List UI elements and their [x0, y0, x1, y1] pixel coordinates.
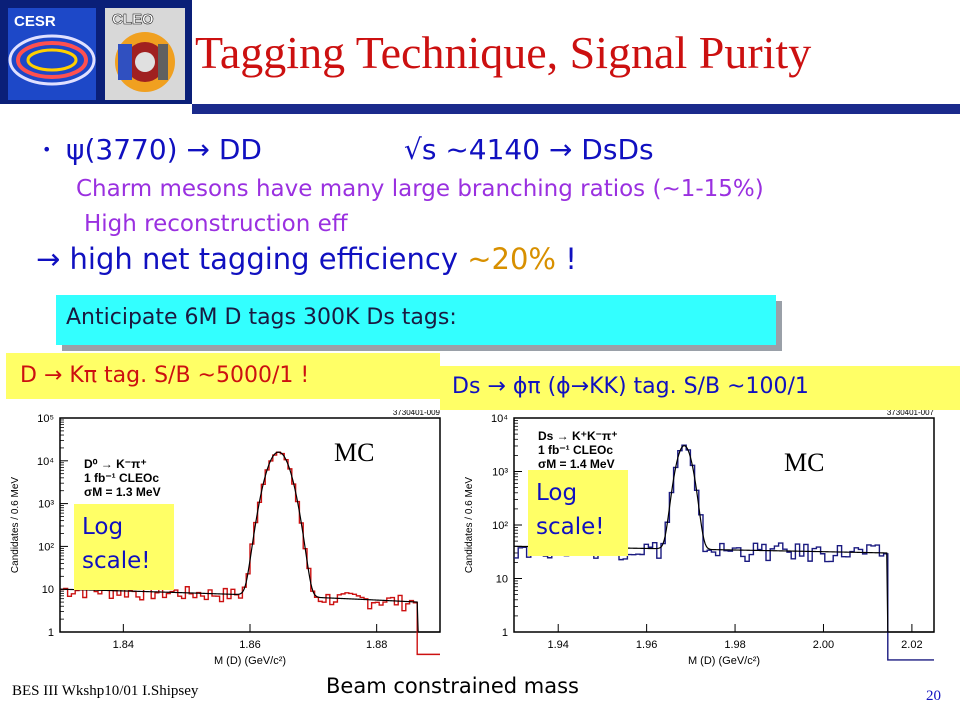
logo-cleo-text: CLEO [112, 11, 154, 28]
y-axis-label: Candidates / 0.6 MeV [464, 477, 475, 573]
legend-line: Ds → K⁺K⁻π⁺ [538, 429, 618, 443]
psi-line: ψ(3770) → DD [66, 133, 262, 166]
page-number: 20 [926, 688, 941, 704]
bullet-dot: • [42, 140, 52, 159]
legend-line: 1 fb⁻¹ CLEOc [84, 471, 159, 485]
x-tick-label: 1.86 [239, 639, 260, 651]
plot-id: 3730401-009 [393, 410, 441, 417]
tag-box-right: Ds → ϕπ (ϕ→KK) tag. S/B ~100/1 [440, 366, 960, 410]
cesr-cleo-logo: CESR CLEO [0, 0, 192, 104]
y-tick-label: 10³ [38, 499, 54, 511]
anticipate-box: Anticipate 6M D tags 300K Ds tags: [56, 295, 776, 345]
plot-id: 3730401-007 [887, 410, 935, 417]
log-scale-box-left: Log scale! [74, 504, 174, 590]
charm-line: Charm mesons have many large branching r… [76, 176, 764, 202]
y-tick-label: 10⁴ [491, 413, 508, 425]
mc-label-left: MC [334, 438, 375, 467]
net-eff-suffix: ! [565, 242, 577, 276]
net-eff-prefix: → high net tagging efficiency [36, 242, 459, 276]
y-tick-label: 10³ [492, 467, 508, 479]
y-tick-label: 10² [492, 520, 508, 532]
x-tick-label: 1.96 [636, 639, 657, 651]
left-chart: 1 10 10² 10³ 10⁴ 10⁵ 1.84 1.86 1.88 M (D) (GeV/c²… [10, 408, 441, 667]
x-tick-label: 1.94 [547, 639, 568, 651]
footer-left: BES III Wkshp10/01 I.Shipsey [12, 683, 199, 699]
log-scale-box-right: Log scale! [528, 470, 628, 556]
left-plot-panel: 1 10 10² 10³ 10⁴ 10⁵ 1.84 1.86 1.88 M (D) (GeV/c²… [6, 408, 450, 670]
logo-cesr-text: CESR [14, 13, 56, 30]
sqrt-s-line: √s ~4140 → DsDs [404, 133, 654, 166]
mc-label-right: MC [784, 448, 825, 477]
x-tick-label: 1.84 [113, 639, 134, 651]
x-tick-label: 1.88 [366, 639, 387, 651]
legend-line: σM = 1.3 MeV [84, 485, 161, 499]
y-tick-label: 10 [42, 584, 54, 596]
logo-graphic-icon: CESR CLEO [8, 8, 185, 100]
fit-curve [59, 451, 440, 633]
y-tick-label: 1 [48, 627, 54, 639]
y-tick-label: 10⁴ [37, 456, 54, 468]
x-tick-label: 1.98 [724, 639, 745, 651]
legend-line: D⁰ → K⁻π⁺ [84, 457, 147, 471]
y-axis-label: Candidates / 0.6 MeV [10, 477, 21, 573]
x-tick-label: 2.02 [901, 639, 922, 651]
x-axis-label: M (D) (GeV/c²) [688, 655, 760, 667]
net-eff-value: ~20% [467, 242, 556, 276]
y-tick-label: 1 [502, 627, 508, 639]
x-tick-label: 2.00 [813, 639, 834, 651]
x-axis-label: M (D) (GeV/c²) [214, 655, 286, 667]
y-tick-label: 10⁵ [37, 413, 54, 425]
y-tick-label: 10² [38, 541, 54, 553]
legend-line: 1 fb⁻¹ CLEOc [538, 443, 613, 457]
tag-box-left: D → Kπ tag. S/B ~5000/1 ! [6, 353, 440, 399]
page-title: Tagging Technique, Signal Purity [195, 27, 812, 78]
legend-line: σM = 1.4 MeV [538, 457, 615, 471]
net-eff-line: → high net tagging efficiency ~20% ! [36, 242, 577, 276]
footer-center: Beam constrained mass [326, 674, 579, 698]
reco-line: High reconstruction eff [84, 211, 348, 237]
header-rule [192, 104, 960, 114]
y-tick-label: 10 [496, 574, 508, 586]
